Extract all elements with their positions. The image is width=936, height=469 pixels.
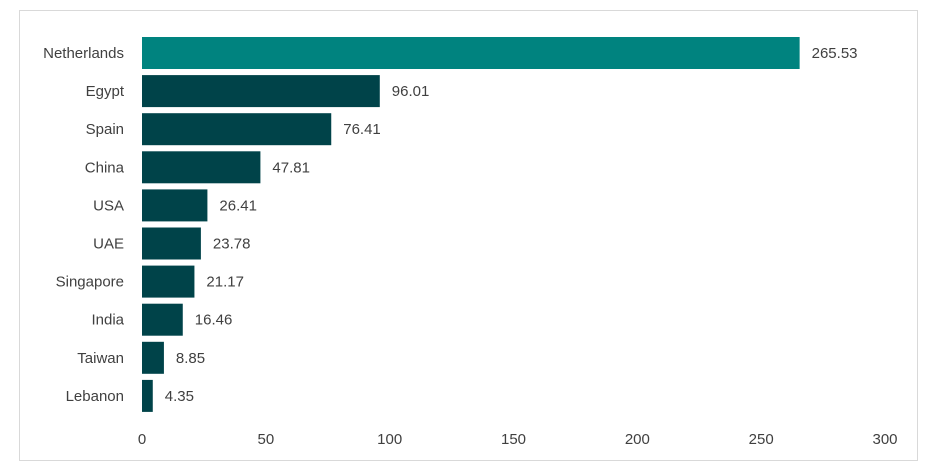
- value-label-china: 47.81: [272, 159, 310, 176]
- bar-egypt: [142, 75, 380, 108]
- category-label-egypt: Egypt: [86, 83, 125, 100]
- x-tick-label-100: 100: [377, 431, 402, 448]
- x-tick-label-150: 150: [501, 431, 526, 448]
- category-label-spain: Spain: [86, 121, 124, 138]
- category-labels: Netherlands Egypt Spain China USA UAE Singapor…: [43, 45, 125, 405]
- bar-uae: [142, 227, 201, 260]
- value-label-lebanon: 4.35: [165, 388, 194, 405]
- bar-netherlands: [142, 37, 800, 69]
- bar-spain: [142, 113, 332, 146]
- category-label-usa: USA: [93, 197, 124, 214]
- category-label-netherlands: Netherlands: [43, 45, 124, 62]
- x-axis-ticks: 0 50 100 150 200 250 300: [138, 431, 898, 448]
- category-label-lebanon: Lebanon: [66, 388, 124, 405]
- bar-china: [142, 151, 261, 184]
- x-tick-label-50: 50: [257, 431, 274, 448]
- x-tick-label-200: 200: [625, 431, 650, 448]
- bar-usa: [142, 189, 208, 222]
- bar-singapore: [142, 265, 195, 298]
- value-label-uae: 23.78: [213, 236, 251, 253]
- bar-india: [142, 303, 183, 336]
- bar-lebanon: [142, 379, 153, 412]
- value-label-usa: 26.41: [219, 197, 257, 214]
- category-label-india: India: [91, 312, 124, 329]
- value-labels: 265.53 96.01 76.41 47.81 26.41 23.78 21.17 16.4…: [165, 45, 858, 405]
- x-tick-label-300: 300: [872, 431, 897, 448]
- x-tick-label-250: 250: [749, 431, 774, 448]
- value-label-taiwan: 8.85: [176, 350, 205, 367]
- value-label-netherlands: 265.53: [812, 45, 858, 62]
- category-label-china: China: [85, 159, 125, 176]
- value-label-singapore: 21.17: [206, 274, 244, 291]
- value-label-india: 16.46: [195, 312, 233, 329]
- category-label-uae: UAE: [93, 236, 124, 253]
- bars-group: [142, 37, 800, 412]
- bar-taiwan: [142, 341, 164, 374]
- value-label-spain: 76.41: [343, 121, 381, 138]
- value-label-egypt: 96.01: [392, 83, 430, 100]
- x-tick-label-0: 0: [138, 431, 146, 448]
- category-label-taiwan: Taiwan: [77, 350, 124, 367]
- category-label-singapore: Singapore: [56, 274, 124, 291]
